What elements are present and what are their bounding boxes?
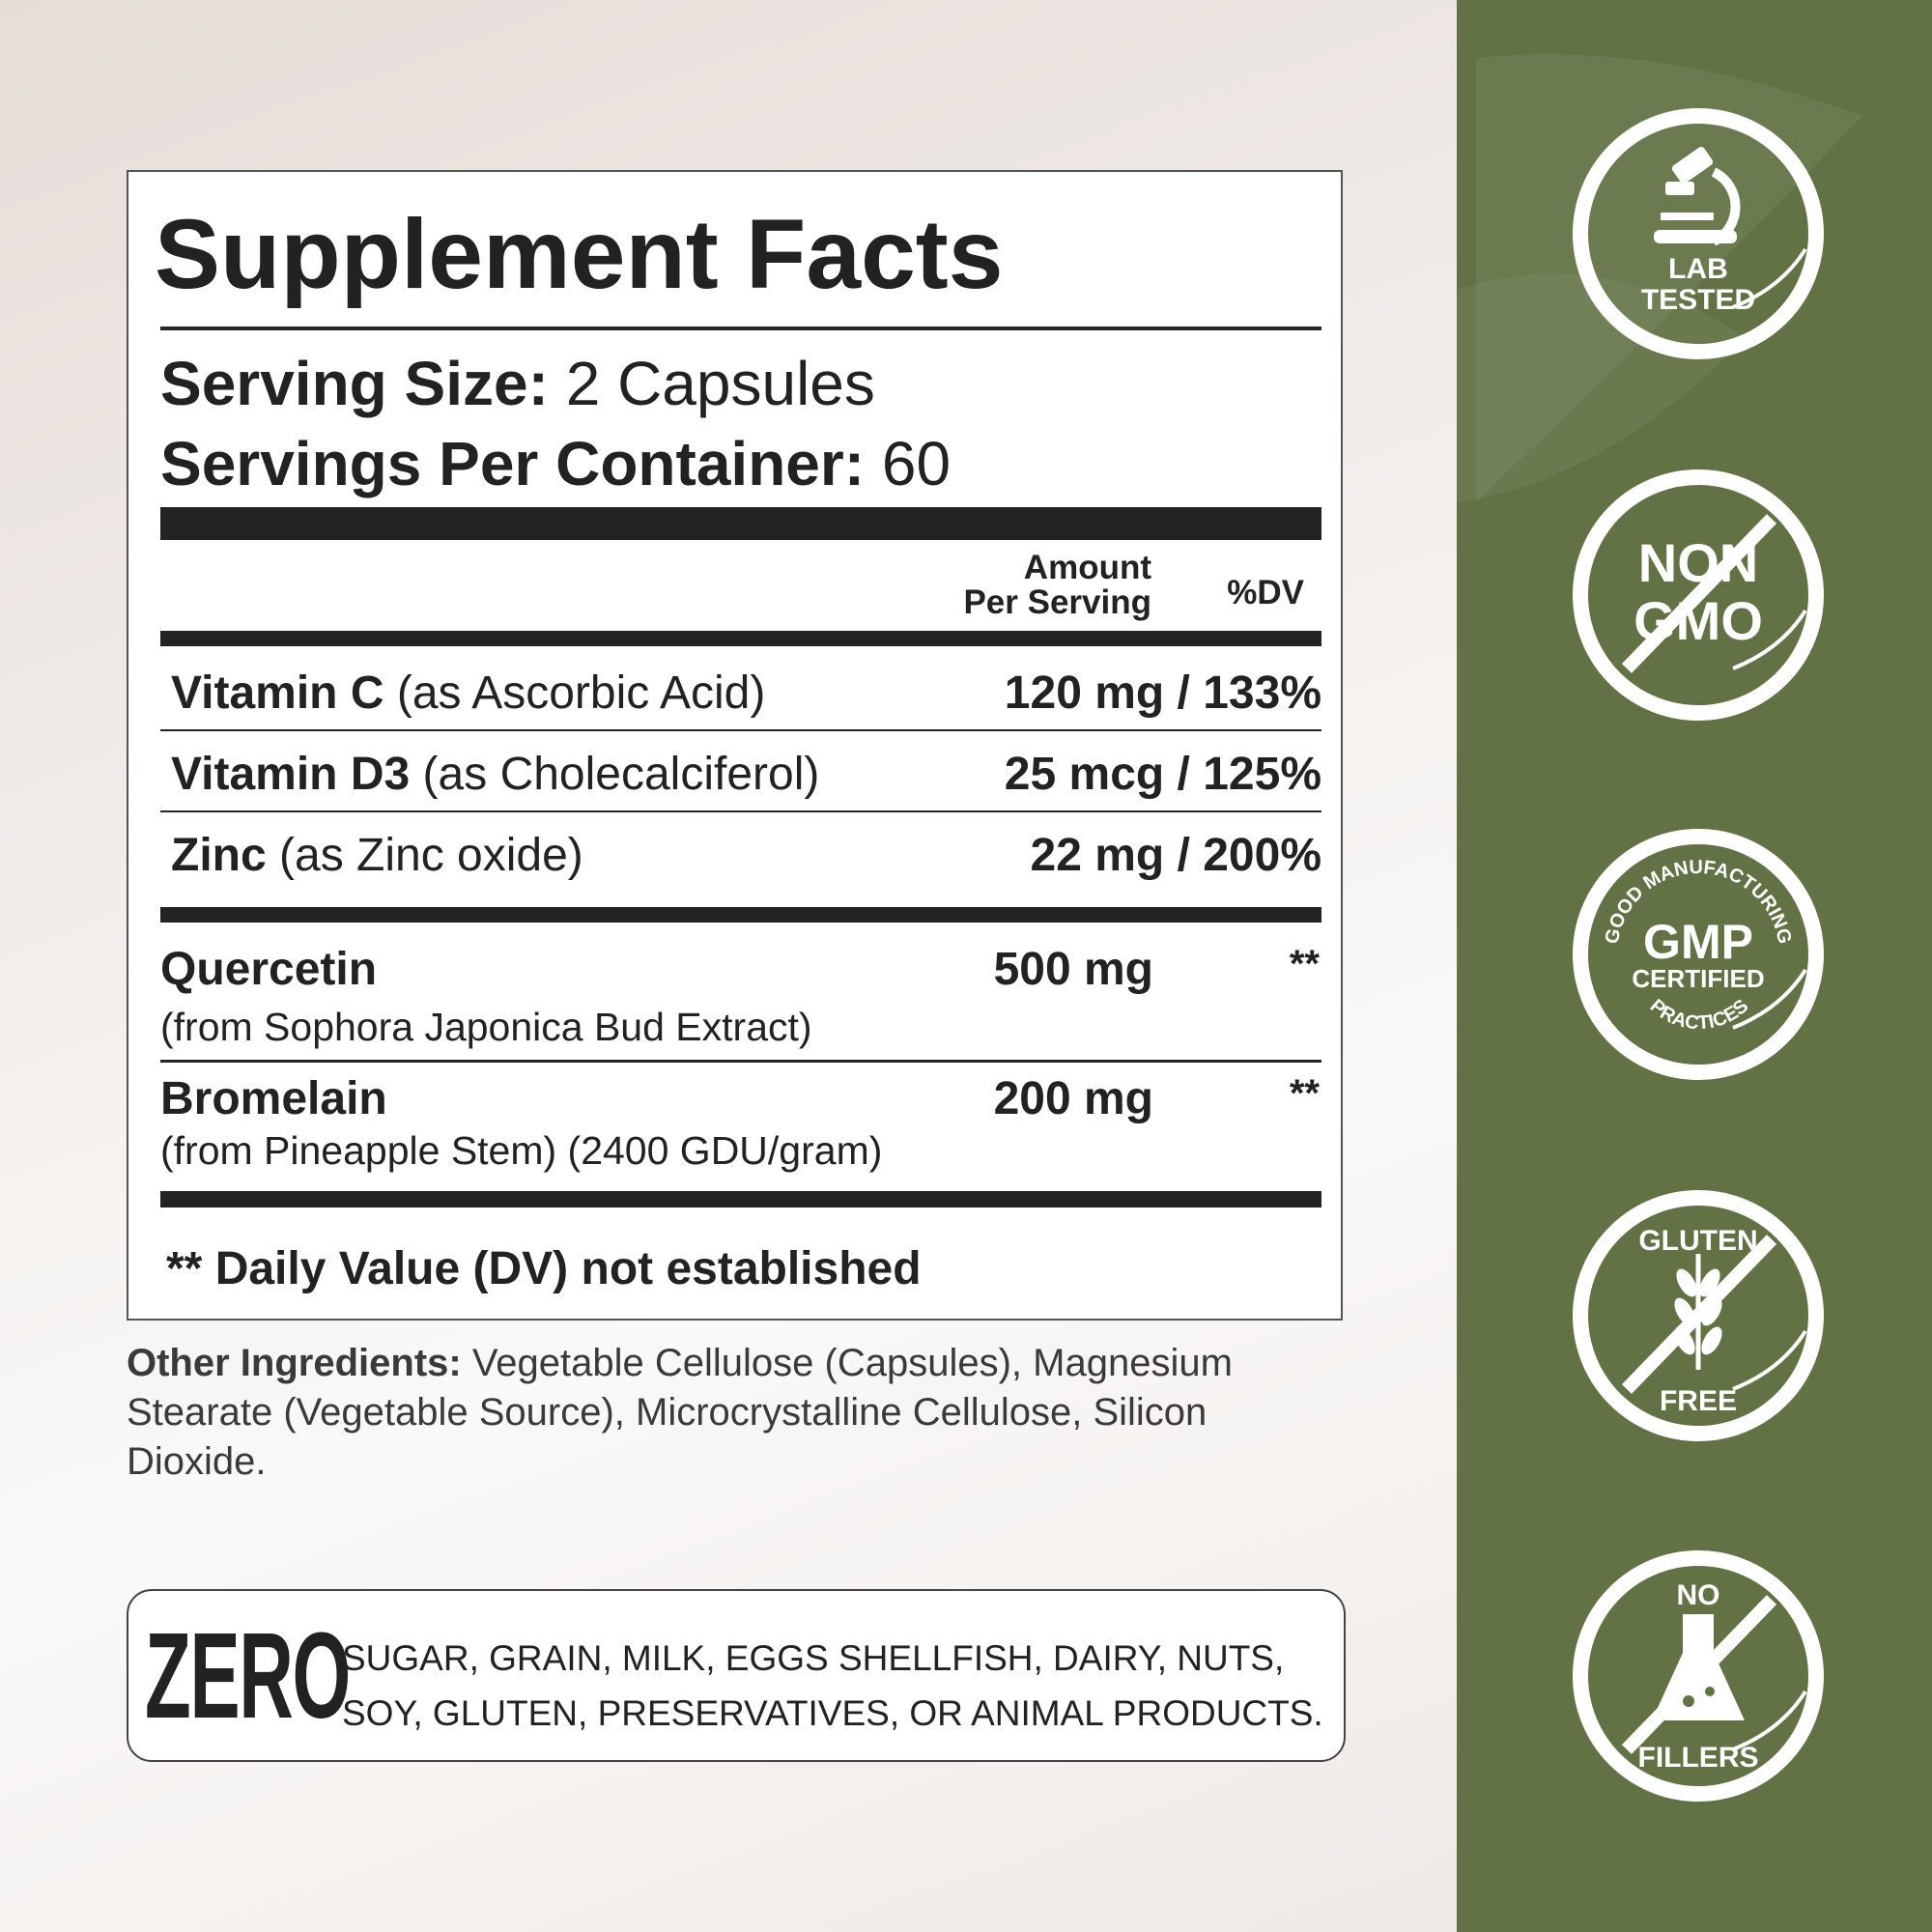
nutrient-name: Zinc (171, 830, 267, 881)
serving-size: Serving Size: 2 Capsules (160, 348, 875, 419)
nutrient-source: (as Ascorbic Acid) (396, 668, 766, 719)
nutrient-amount: 25 mcg / 125% (1004, 749, 1321, 800)
leaf-icon (1732, 1690, 1807, 1751)
serving-size-label: Serving Size: (160, 349, 549, 418)
nutrient-amount: 22 mg / 200% (1030, 830, 1322, 881)
nutrient-name: Vitamin C (171, 668, 384, 719)
zero-list: SUGAR, GRAIN, MILK, EGGS SHELLFISH, DAIR… (342, 1631, 1323, 1741)
wheat-icon (1621, 1235, 1777, 1394)
serving-size-value: 2 Capsules (565, 349, 875, 418)
leaf-icon (1732, 247, 1807, 309)
nutrient-name: Quercetin (160, 944, 378, 995)
nutrient-name: Vitamin D3 (171, 749, 411, 800)
leaf-watermark (1457, 54, 1862, 502)
zero-line: SUGAR, GRAIN, MILK, EGGS SHELLFISH, DAIR… (342, 1638, 1285, 1678)
divider-thick (160, 1191, 1321, 1208)
divider-thick (160, 907, 1321, 923)
badge-text: NO (1677, 1579, 1720, 1611)
nutrient-source: (from Sophora Japonica Bud Extract) (160, 1005, 812, 1049)
badge-text: GMO (1634, 590, 1763, 651)
divider (160, 729, 1321, 731)
badge-text: TESTED (1641, 284, 1755, 316)
nutrient-amount: 500 mg (993, 944, 1153, 995)
badge-text: LAB (1668, 253, 1728, 285)
other-ingredients-label: Other Ingredients: (127, 1342, 462, 1384)
nutrient-row: Zinc (as Zinc oxide) (171, 829, 583, 882)
divider-thick (160, 631, 1321, 646)
microscope-icon (1654, 147, 1741, 246)
nutrient-name: Bromelain (160, 1073, 387, 1124)
badge-text: NON (1638, 532, 1758, 593)
badge-panel (1457, 0, 1932, 1932)
badge-text: GMP (1643, 915, 1753, 969)
nutrient-dv: ** (1289, 943, 1320, 985)
servings-label: Servings Per Container: (160, 429, 866, 498)
other-ingredients-line: Dioxide. (127, 1440, 267, 1483)
allergen-free-box (127, 1589, 1346, 1762)
nutrient-dv: ** (1289, 1072, 1320, 1115)
nutrient-amount: 200 mg (993, 1073, 1153, 1124)
badge-no-fillers: NO FILLERS (1573, 1550, 1824, 1802)
divider (160, 810, 1321, 812)
leaf-icon (1732, 609, 1807, 670)
prohibited-icon (1621, 514, 1777, 673)
other-ingredients: Other Ingredients: Vegetable Cellulose (… (127, 1339, 1233, 1487)
dv-header: %DV (1227, 574, 1304, 611)
divider (160, 1060, 1321, 1063)
page-title: Supplement Facts (155, 199, 1004, 309)
other-ingredients-line: Stearate (Vegetable Source), Microcrysta… (127, 1391, 1208, 1434)
badge-text: CERTIFIED (1632, 964, 1764, 993)
other-ingredients-line: Vegetable Cellulose (Capsules), Magnesiu… (461, 1342, 1233, 1384)
nutrient-source: (as Cholecalciferol) (422, 749, 820, 800)
flask-icon (1621, 1595, 1777, 1754)
footnote: ** Daily Value (DV) not established (166, 1243, 922, 1294)
nutrient-row: Vitamin C (as Ascorbic Acid) (171, 667, 765, 720)
zero-line: SOY, GLUTEN, PRESERVATIVES, OR ANIMAL PR… (342, 1693, 1323, 1733)
badge-text: GLUTEN (1638, 1225, 1757, 1257)
nutrient-amount: 120 mg / 133% (1004, 668, 1321, 719)
amount-header: Amount Per Serving (963, 551, 1151, 620)
nutrient-source: (as Zinc oxide) (279, 830, 583, 881)
badge-text: FREE (1660, 1385, 1737, 1417)
supplement-facts-label (127, 170, 1343, 1321)
amount-header-line2: Per Serving (963, 583, 1151, 621)
badge-gluten-free: GLUTEN FREE (1573, 1190, 1824, 1441)
servings-value: 60 (881, 429, 952, 498)
amount-header-line1: Amount (1023, 549, 1151, 586)
leaf-icon (1732, 968, 1807, 1030)
badge-text: FILLERS (1638, 1742, 1759, 1774)
divider (160, 327, 1321, 330)
nutrient-source: (from Pineapple Stem) (2400 GDU/gram) (160, 1128, 883, 1173)
divider-thick (160, 507, 1321, 540)
nutrient-row: Vitamin D3 (as Cholecalciferol) (171, 748, 819, 801)
zero-word: ZERO (145, 1607, 351, 1744)
leaf-icon (1732, 1329, 1807, 1391)
servings-per-container: Servings Per Container: 60 (160, 428, 951, 499)
